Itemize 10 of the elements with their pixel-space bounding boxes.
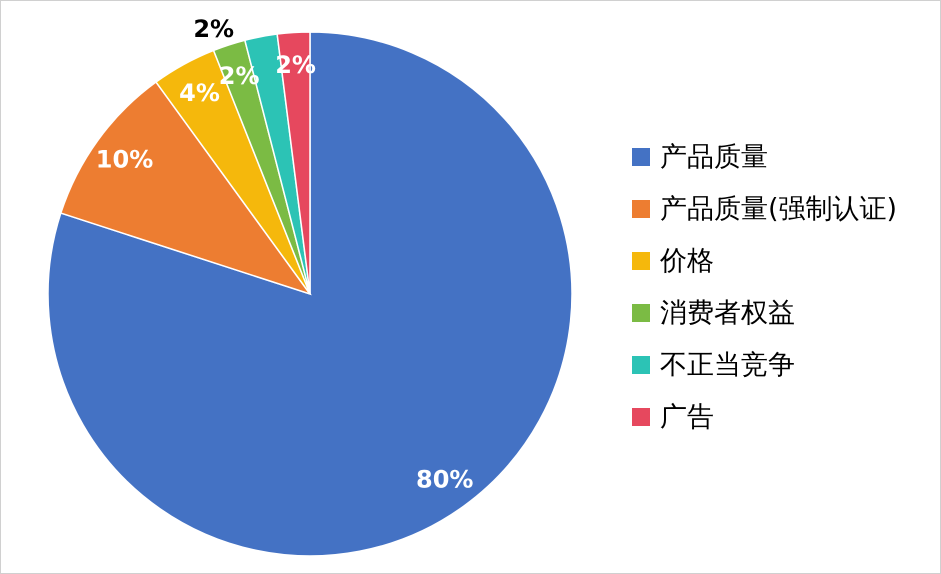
data-label: 10% [96, 145, 154, 174]
legend-label: 广告 [660, 402, 714, 432]
legend-label: 价格 [659, 246, 714, 276]
data-label: 80% [416, 465, 474, 494]
data-label: 2% [193, 14, 234, 43]
legend-label: 产品质量 [660, 142, 768, 172]
legend-label: 消费者权益 [660, 298, 795, 328]
legend-label: 产品质量(强制认证) [660, 194, 898, 224]
legend-label: 不正当竞争 [660, 350, 795, 380]
data-label: 4% [179, 79, 220, 108]
